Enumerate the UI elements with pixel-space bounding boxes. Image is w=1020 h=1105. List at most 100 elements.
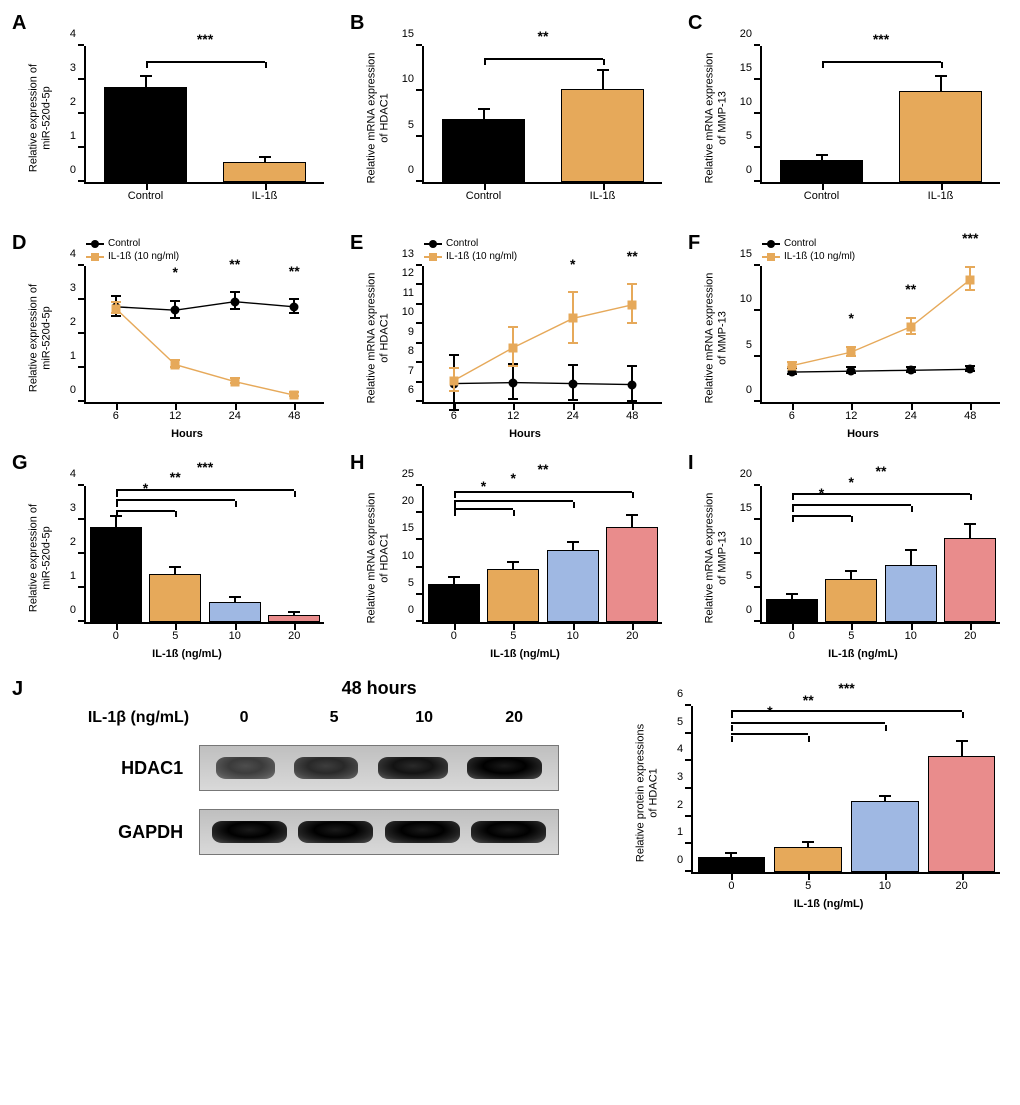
data-point <box>290 302 299 311</box>
y-tick-label: 0 <box>408 604 414 616</box>
y-tick-label: 20 <box>402 495 414 507</box>
x-tick-label: 0 <box>789 630 795 642</box>
x-axis-label: IL-1ß (ng/mL) <box>152 648 222 660</box>
blot-dose: 10 <box>379 709 469 727</box>
blot-band <box>378 757 448 779</box>
y-tick-label: 4 <box>70 468 76 480</box>
significance-marker: ** <box>170 469 181 485</box>
blot-band <box>471 821 546 843</box>
significance-marker: * <box>849 474 854 490</box>
significance-marker: *** <box>962 230 978 246</box>
bar <box>944 538 996 622</box>
y-tick-label: 2 <box>70 536 76 548</box>
bar <box>825 579 877 622</box>
bar <box>149 574 201 622</box>
legend: ControlIL-1ß (10 ng/ml) <box>762 238 855 262</box>
bar <box>428 584 480 622</box>
panel-label: J <box>12 678 23 701</box>
significance-marker: ** <box>905 281 916 297</box>
significance-marker: * <box>849 310 854 326</box>
significance-marker: ** <box>289 263 300 279</box>
bar <box>774 847 842 872</box>
legend: ControlIL-1ß (10 ng/ml) <box>424 238 517 262</box>
panel-label: H <box>350 452 364 475</box>
data-point <box>230 297 239 306</box>
y-tick-label: 0 <box>70 604 76 616</box>
bar <box>442 119 525 182</box>
y-tick-label: 0 <box>408 164 414 176</box>
data-point <box>171 360 180 369</box>
blot-protein-name: HDAC1 <box>49 758 199 779</box>
x-tick-label: 0 <box>451 630 457 642</box>
bar <box>899 91 982 182</box>
significance-marker: * <box>511 470 516 486</box>
legend-label: IL-1ß (10 ng/ml) <box>446 251 517 262</box>
western-blot: 48 hours IL-1β (ng/mL) 0 5 10 20 HDAC1GA… <box>49 678 609 855</box>
blot-dose-row: IL-1β (ng/mL) 0 5 10 20 <box>49 709 609 727</box>
y-tick-label: 10 <box>740 536 752 548</box>
y-tick-label: 20 <box>740 468 752 480</box>
y-tick-label: 5 <box>746 130 752 142</box>
data-point <box>568 379 577 388</box>
panel-label: F <box>688 232 700 255</box>
panel-g: G01234051020******Relative expression of… <box>12 452 332 658</box>
x-tick-label: 20 <box>964 630 976 642</box>
data-point <box>509 343 518 352</box>
panel-label: I <box>688 452 694 475</box>
y-tick-label: 5 <box>677 716 683 728</box>
panel-label: A <box>12 12 26 35</box>
panel-a: A01234ControlIL-1ß***Relative expression… <box>12 12 332 218</box>
x-axis-label: Hours <box>171 428 203 440</box>
blot-strip <box>199 809 559 855</box>
blot-band <box>294 757 358 779</box>
bar <box>209 602 261 622</box>
x-tick-label: 10 <box>567 630 579 642</box>
bar <box>698 857 766 872</box>
significance-marker: ** <box>627 248 638 264</box>
panel-c: C05101520ControlIL-1ß***Relative mRNA ex… <box>688 12 1008 218</box>
x-tick-label: 5 <box>848 630 854 642</box>
y-tick-label: 2 <box>677 799 683 811</box>
significance-marker: * <box>570 256 575 272</box>
legend: Control IL-1ß (10 ng/ml) <box>86 238 179 262</box>
panel-label: G <box>12 452 28 475</box>
x-axis-label: IL-1ß (ng/mL) <box>490 648 560 660</box>
bar <box>547 550 599 622</box>
panel-b: B051015ControlIL-1ß**Relative mRNA expre… <box>350 12 670 218</box>
y-axis-label: Relative expression ofmiR-520d-5p <box>27 284 52 392</box>
figure-grid: A01234ControlIL-1ß***Relative expression… <box>12 12 1008 908</box>
legend-label: Control <box>108 238 140 249</box>
panel-label: B <box>350 12 364 35</box>
legend-label: IL-1ß (10 ng/ml) <box>108 251 179 262</box>
y-tick-label: 5 <box>408 577 414 589</box>
y-tick-label: 10 <box>740 96 752 108</box>
panel-e: E6789101112136122448***Relative mRNA exp… <box>350 232 670 438</box>
panel-h: H0510152025051020****Relative mRNA expre… <box>350 452 670 658</box>
y-axis-label: Relative expression ofmiR-520d-5p <box>27 504 52 612</box>
significance-marker: * <box>143 480 148 496</box>
x-tick-label: 5 <box>172 630 178 642</box>
blot-row-label: IL-1β (ng/mL) <box>49 709 199 727</box>
x-axis-label: Hours <box>847 428 879 440</box>
blot-band <box>298 821 373 843</box>
panel-j-chart: 0123456051020******Relative protein expr… <box>629 678 1008 908</box>
blot-protein-name: GAPDH <box>49 822 199 843</box>
y-tick-label: 5 <box>746 570 752 582</box>
x-tick-label: 20 <box>956 880 968 892</box>
blot-strip <box>199 745 559 791</box>
bar <box>561 89 644 182</box>
data-point <box>906 322 915 331</box>
y-axis-label: Relative mRNA expressionof MMP-13 <box>703 53 728 184</box>
y-tick-label: 6 <box>677 688 683 700</box>
y-axis-label: Relative expression ofmiR-520d-5p <box>27 64 52 172</box>
significance-marker: ** <box>803 692 814 708</box>
significance-marker: ** <box>229 256 240 272</box>
y-tick-label: 1 <box>70 570 76 582</box>
data-point <box>449 376 458 385</box>
y-tick-label: 3 <box>70 502 76 514</box>
x-tick-label: 0 <box>728 880 734 892</box>
blot-dose: 5 <box>289 709 379 727</box>
y-axis-label: Relative mRNA expressionof MMP-13 <box>703 273 728 404</box>
data-point <box>230 377 239 386</box>
y-axis-label: Relative protein expressionsof HDAC1 <box>634 724 659 862</box>
